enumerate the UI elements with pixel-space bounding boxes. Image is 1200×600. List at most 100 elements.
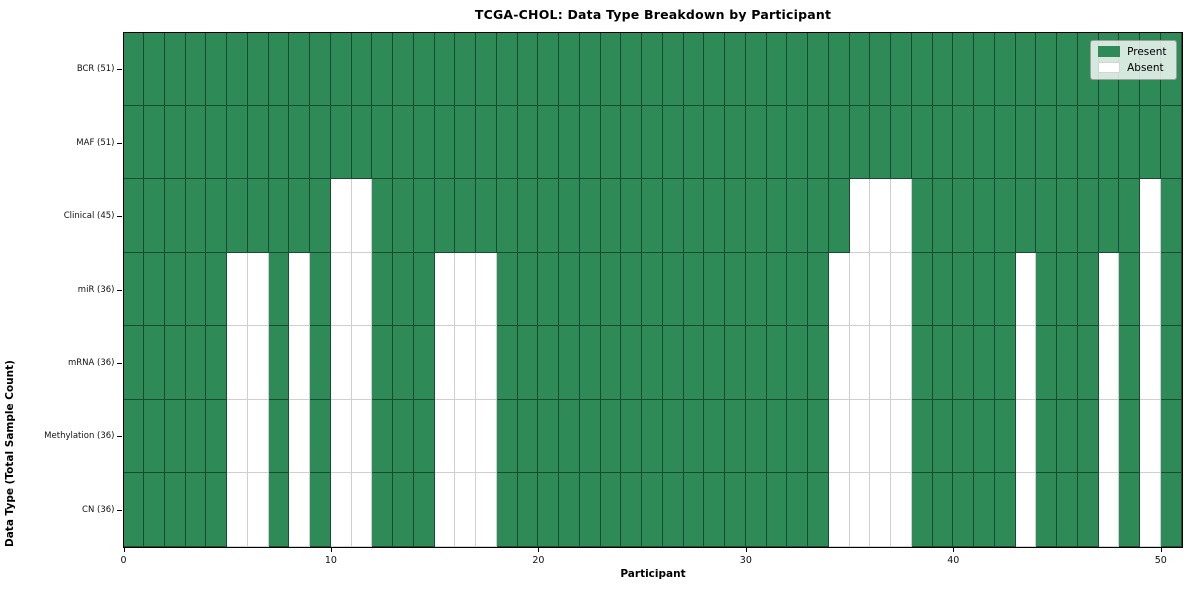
y-tick-label: miR (36) bbox=[77, 284, 115, 295]
heatmap-cell bbox=[413, 105, 435, 180]
heatmap-cell bbox=[476, 252, 497, 327]
heatmap-cell bbox=[372, 252, 394, 327]
heatmap-cell bbox=[496, 252, 518, 327]
heatmap-cell bbox=[144, 179, 165, 253]
x-tick-mark bbox=[953, 548, 955, 552]
heatmap-cell bbox=[1077, 473, 1099, 547]
heatmap-cell bbox=[413, 32, 435, 106]
heatmap-cell bbox=[434, 105, 456, 180]
heatmap-cell bbox=[289, 326, 311, 400]
y-tick-label: mRNA (36) bbox=[67, 357, 115, 368]
heatmap-cell bbox=[206, 399, 228, 474]
heatmap-cell bbox=[828, 252, 850, 327]
heatmap-cell bbox=[1015, 252, 1037, 327]
heatmap-cell bbox=[538, 32, 560, 106]
legend-item-absent: Absent bbox=[1098, 62, 1166, 74]
heatmap-cell bbox=[185, 32, 207, 106]
heatmap-cell bbox=[994, 179, 1016, 253]
x-tick-label: 20 bbox=[532, 554, 545, 566]
heatmap-cell bbox=[517, 179, 539, 253]
x-tick-mark bbox=[745, 548, 747, 552]
y-tick-label: Clinical (45) bbox=[63, 211, 115, 222]
heatmap-cell bbox=[745, 326, 767, 400]
heatmap-cell bbox=[1140, 105, 1161, 180]
heatmap-cell bbox=[1119, 252, 1140, 327]
heatmap-cell bbox=[745, 105, 767, 180]
y-axis-label: Data Type (Total Sample Count) bbox=[4, 360, 16, 547]
heatmap-cell bbox=[725, 326, 746, 400]
y-tick-label: BCR (51) bbox=[76, 64, 115, 75]
heatmap-cell bbox=[123, 105, 145, 180]
heatmap-cell bbox=[953, 32, 975, 106]
heatmap-cell bbox=[351, 252, 373, 327]
heatmap-cell bbox=[289, 473, 311, 547]
heatmap-cell bbox=[268, 399, 290, 474]
heatmap-cell bbox=[496, 473, 518, 547]
heatmap-cell bbox=[434, 399, 456, 474]
heatmap-cell bbox=[413, 473, 435, 547]
heatmap-cell bbox=[268, 105, 290, 180]
heatmap-cell bbox=[911, 179, 933, 253]
heatmap-cell bbox=[849, 252, 871, 327]
heatmap-cell bbox=[538, 179, 560, 253]
heatmap-cell bbox=[372, 399, 394, 474]
heatmap-cell bbox=[1160, 105, 1182, 180]
heatmap-cell bbox=[310, 179, 331, 253]
heatmap-cell bbox=[766, 399, 788, 474]
heatmap-cell bbox=[662, 473, 684, 547]
heatmap-cell bbox=[932, 105, 954, 180]
heatmap-cell bbox=[1119, 326, 1140, 400]
heatmap-cell bbox=[123, 252, 145, 327]
heatmap-cell bbox=[1057, 105, 1078, 180]
heatmap-cell bbox=[849, 326, 871, 400]
heatmap-cell bbox=[206, 252, 228, 327]
heatmap-cell bbox=[289, 32, 311, 106]
heatmap-cell bbox=[330, 32, 352, 106]
heatmap-cell bbox=[662, 252, 684, 327]
heatmap-cell bbox=[351, 179, 373, 253]
heatmap-cell bbox=[1140, 399, 1161, 474]
heatmap-cell bbox=[828, 105, 850, 180]
heatmap-cell bbox=[579, 326, 601, 400]
y-tick-mark bbox=[116, 69, 122, 71]
heatmap-cell bbox=[1036, 399, 1058, 474]
heatmap-cell bbox=[476, 326, 497, 400]
heatmap-cell bbox=[766, 105, 788, 180]
heatmap-cell bbox=[704, 32, 726, 106]
heatmap-cell bbox=[808, 32, 829, 106]
heatmap-cell bbox=[538, 399, 560, 474]
heatmap-cell bbox=[455, 326, 477, 400]
heatmap-cell bbox=[849, 105, 871, 180]
x-tick-label: 0 bbox=[120, 554, 127, 566]
heatmap-cell bbox=[144, 105, 165, 180]
heatmap-cell bbox=[1098, 179, 1120, 253]
y-tick-label: MAF (51) bbox=[76, 137, 115, 148]
heatmap-cell bbox=[330, 252, 352, 327]
heatmap-cell bbox=[476, 32, 497, 106]
heatmap-cell bbox=[1140, 179, 1161, 253]
heatmap-cell bbox=[932, 473, 954, 547]
heatmap-cell bbox=[268, 32, 290, 106]
heatmap-cell bbox=[559, 252, 580, 327]
heatmap-cell bbox=[517, 105, 539, 180]
heatmap-cell bbox=[725, 32, 746, 106]
heatmap-cell bbox=[725, 179, 746, 253]
heatmap-cell bbox=[600, 326, 622, 400]
heatmap-cell bbox=[372, 32, 394, 106]
heatmap-cell bbox=[642, 252, 663, 327]
heatmap-cell bbox=[123, 32, 145, 106]
heatmap-cell bbox=[911, 32, 933, 106]
heatmap-cell bbox=[413, 326, 435, 400]
heatmap-cell bbox=[994, 326, 1016, 400]
heatmap-cell bbox=[621, 105, 643, 180]
heatmap-cell bbox=[1015, 105, 1037, 180]
heatmap-cell bbox=[310, 252, 331, 327]
legend-item-present: Present bbox=[1098, 46, 1167, 58]
heatmap-cell bbox=[538, 473, 560, 547]
heatmap-cell bbox=[704, 179, 726, 253]
heatmap-cell bbox=[144, 252, 165, 327]
heatmap-cell bbox=[725, 252, 746, 327]
heatmap-cell bbox=[704, 252, 726, 327]
heatmap-cell bbox=[683, 105, 705, 180]
y-tick-label: CN (36) bbox=[82, 504, 115, 515]
